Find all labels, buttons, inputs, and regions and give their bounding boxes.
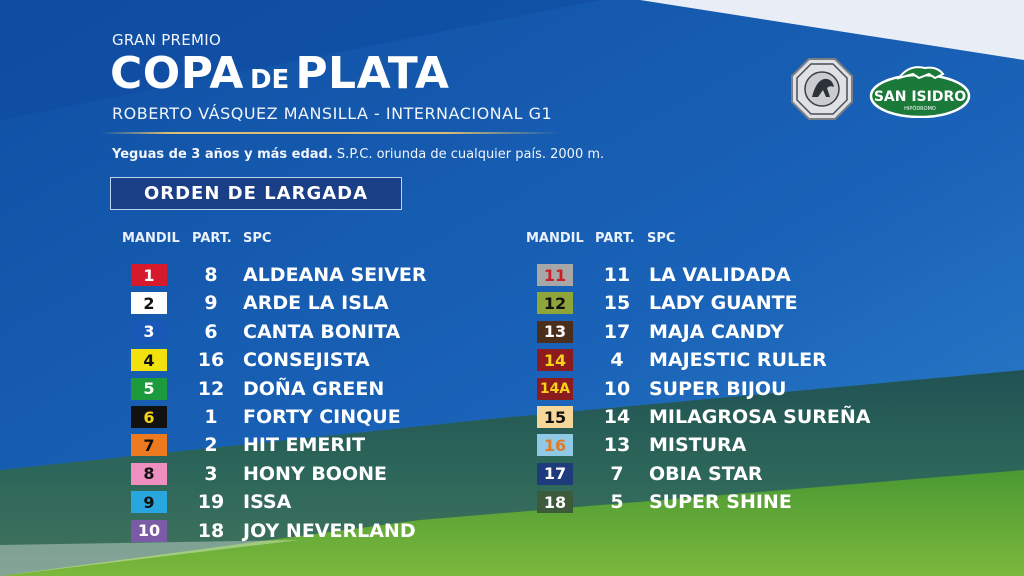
post-position: 10 — [603, 377, 631, 400]
horse-name: JOY NEVERLAND — [243, 519, 416, 542]
entry-row: 11 11 LA VALIDADA — [537, 264, 877, 286]
post-position: 8 — [204, 264, 218, 286]
saddle-cloth-badge: 7 — [131, 434, 167, 457]
saddle-cloth-badge: 12 — [537, 292, 573, 315]
col-spc-right: SPC — [647, 231, 676, 246]
conditions-rest: S.P.C. oriunda de cualquier país. 2000 m… — [332, 147, 605, 162]
horse-name: ISSA — [243, 491, 292, 514]
horse-name: LA VALIDADA — [649, 264, 791, 286]
entry-row: 4 16 CONSEJISTA — [131, 349, 471, 372]
post-position: 9 — [204, 292, 218, 315]
post-position: 3 — [204, 462, 218, 485]
race-conditions: Yeguas de 3 años y más edad. S.P.C. oriu… — [112, 147, 604, 162]
horse-name: LADY GUANTE — [649, 292, 798, 315]
logo-text: SAN ISIDRO — [874, 89, 966, 105]
entry-row: 7 2 HIT EMERIT — [131, 434, 471, 457]
post-position: 15 — [603, 292, 631, 315]
col-part-left: PART. — [192, 231, 232, 246]
horse-name: MILAGROSA SUREÑA — [649, 406, 871, 428]
entry-row: 14A 10 SUPER BIJOU — [537, 377, 877, 400]
jockey-club-seal-icon — [791, 58, 853, 120]
divider — [100, 132, 560, 134]
entry-row: 5 12 DOÑA GREEN — [131, 377, 471, 400]
saddle-cloth-badge: 2 — [131, 292, 167, 315]
title-part-b: PLATA — [295, 48, 450, 99]
entry-row: 9 19 ISSA — [131, 491, 471, 514]
entry-row: 1 8 ALDEANA SEIVER — [131, 264, 471, 286]
saddle-cloth-badge: 5 — [131, 377, 167, 400]
saddle-cloth-badge: 14 — [537, 349, 573, 372]
post-position: 5 — [610, 491, 624, 514]
title-de: DE — [249, 65, 290, 95]
post-position: 7 — [610, 462, 624, 485]
entry-row: 14 4 MAJESTIC RULER — [537, 349, 877, 372]
saddle-cloth-badge: 18 — [537, 491, 573, 514]
saddle-cloth-badge: 14A — [537, 377, 573, 400]
post-position: 17 — [603, 320, 631, 343]
entry-row: 3 6 CANTA BONITA — [131, 320, 471, 343]
horse-name: FORTY CINQUE — [243, 406, 401, 428]
horse-name: CONSEJISTA — [243, 349, 370, 372]
saddle-cloth-badge: 1 — [131, 264, 167, 286]
horse-name: MAJESTIC RULER — [649, 349, 827, 372]
saddle-cloth-badge: 16 — [537, 434, 573, 457]
saddle-cloth-badge: 3 — [131, 320, 167, 343]
post-position: 1 — [204, 406, 218, 428]
post-position: 11 — [603, 264, 631, 286]
horse-name: ALDEANA SEIVER — [243, 264, 427, 286]
horse-name: MAJA CANDY — [649, 320, 784, 343]
horse-name: ARDE LA ISLA — [243, 292, 389, 315]
entry-row: 15 14 MILAGROSA SUREÑA — [537, 406, 877, 428]
entry-row: 12 15 LADY GUANTE — [537, 292, 877, 315]
horse-name: CANTA BONITA — [243, 320, 401, 343]
entry-row: 13 17 MAJA CANDY — [537, 320, 877, 343]
col-mandil-right: MANDIL — [526, 231, 584, 246]
race-subtitle: ROBERTO VÁSQUEZ MANSILLA - INTERNACIONAL… — [112, 104, 553, 123]
post-position: 16 — [197, 349, 225, 372]
post-position: 12 — [197, 377, 225, 400]
post-position: 14 — [603, 406, 631, 428]
race-title: COPA DE PLATA — [110, 52, 449, 96]
saddle-cloth-badge: 4 — [131, 349, 167, 372]
saddle-cloth-badge: 6 — [131, 406, 167, 428]
post-position: 6 — [204, 320, 218, 343]
order-label: ORDEN DE LARGADA — [110, 177, 402, 210]
saddle-cloth-badge: 11 — [537, 264, 573, 286]
horse-name: HONY BOONE — [243, 462, 387, 485]
saddle-cloth-badge: 13 — [537, 320, 573, 343]
saddle-cloth-badge: 8 — [131, 462, 167, 485]
horse-name: MISTURA — [649, 434, 747, 457]
horse-name: OBIA STAR — [649, 462, 763, 485]
entry-row: 10 18 JOY NEVERLAND — [131, 519, 471, 542]
col-part-right: PART. — [595, 231, 635, 246]
san-isidro-logo: SAN ISIDRO HIPÓDROMO — [869, 66, 971, 118]
pre-title: GRAN PREMIO — [112, 31, 222, 49]
post-position: 2 — [204, 434, 218, 457]
title-part-a: COPA — [110, 48, 244, 99]
entry-row: 8 3 HONY BOONE — [131, 462, 471, 485]
post-position: 19 — [197, 491, 225, 514]
post-position: 13 — [603, 434, 631, 457]
horse-name: SUPER BIJOU — [649, 377, 787, 400]
entry-row: 18 5 SUPER SHINE — [537, 491, 877, 514]
post-position: 4 — [610, 349, 624, 372]
saddle-cloth-badge: 15 — [537, 406, 573, 428]
saddle-cloth-badge: 17 — [537, 462, 573, 485]
horse-name: SUPER SHINE — [649, 491, 792, 514]
entry-row: 17 7 OBIA STAR — [537, 462, 877, 485]
col-mandil-left: MANDIL — [122, 231, 180, 246]
entry-row: 6 1 FORTY CINQUE — [131, 406, 471, 428]
entry-row: 2 9 ARDE LA ISLA — [131, 292, 471, 315]
logo-subtext: HIPÓDROMO — [904, 105, 936, 112]
entry-row: 16 13 MISTURA — [537, 434, 877, 457]
col-spc-left: SPC — [243, 231, 272, 246]
horse-name: HIT EMERIT — [243, 434, 366, 457]
saddle-cloth-badge: 9 — [131, 491, 167, 514]
saddle-cloth-badge: 10 — [131, 519, 167, 542]
horse-name: DOÑA GREEN — [243, 377, 385, 400]
post-position: 18 — [197, 519, 225, 542]
conditions-bold: Yeguas de 3 años y más edad. — [112, 147, 333, 162]
